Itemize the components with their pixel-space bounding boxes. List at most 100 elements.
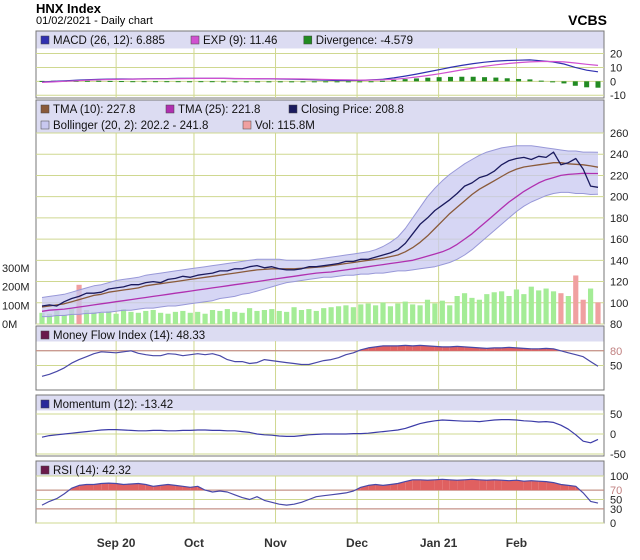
tma25-line: [41, 172, 598, 312]
volume-bar: [239, 312, 245, 324]
bollinger-lower-line: [42, 191, 599, 318]
legend-square-icon: [40, 120, 50, 130]
rsi-overbought-fill: [116, 483, 124, 491]
rsi-overbought-fill: [472, 479, 480, 491]
volume-bar: [350, 307, 356, 324]
macd-legend-label: MACD (26, 12): 6.885: [53, 35, 165, 47]
volume-bar: [469, 297, 475, 324]
volume-bar: [506, 296, 512, 324]
volume-bar: [573, 275, 579, 324]
rsi-line: [41, 478, 599, 506]
rsi-ytick-label: 50: [610, 495, 622, 507]
data-source-label: VCBS: [568, 12, 607, 28]
legend-square-icon: [40, 465, 50, 475]
volume-tick-label: 0M: [2, 319, 17, 331]
rsi-overbought-fill: [457, 479, 465, 491]
divergence-bar: [334, 81, 340, 83]
divergence-bar: [266, 81, 272, 83]
divergence-bar: [345, 81, 351, 83]
macd-ytick-label: -10: [610, 90, 626, 102]
volume-bar: [91, 311, 97, 324]
volume-bar: [358, 304, 364, 324]
rsi-overbought-fill: [531, 480, 539, 491]
volume-tick-label: 200M: [2, 282, 30, 294]
legend-square-icon: [40, 399, 50, 409]
rsi-overbought-fill: [86, 484, 94, 491]
volume-bar: [528, 286, 534, 324]
volume-bar: [550, 291, 557, 324]
divergence-bar: [221, 81, 227, 83]
rsi-overbought-fill: [108, 483, 117, 491]
tma10-line: [41, 162, 599, 308]
volume-bar: [83, 310, 90, 324]
volume-bar: [98, 312, 104, 324]
legend-square-icon: [40, 330, 50, 340]
divergence-bar: [198, 81, 204, 83]
rsi-overbought-fill: [560, 484, 569, 491]
x-tick-label: Sep 20: [97, 536, 136, 550]
price-legend-label: TMA (25): 221.8: [178, 104, 260, 116]
macd-legend-label: EXP (9): 11.46: [203, 35, 277, 47]
price-ytick-label: 100: [610, 298, 628, 310]
rsi-legend-label: RSI (14): 42.32: [53, 465, 131, 477]
rsi-overbought-fill: [138, 483, 146, 491]
momentum-panel-header: [36, 395, 604, 411]
mfi-overbought-fill: [412, 345, 421, 351]
rsi-overbought-fill: [546, 481, 554, 491]
volume-bar: [565, 296, 571, 324]
divergence-bar: [447, 76, 453, 82]
rsi-overbought-fill: [405, 479, 413, 491]
rsi-overbought-fill: [123, 484, 131, 491]
volume-bar: [172, 311, 179, 324]
rsi-overbought-fill: [79, 484, 87, 491]
volume-bar: [224, 309, 230, 324]
mfi-overbought-fill: [420, 345, 428, 351]
macd-legend-label: Divergence: -4.579: [316, 35, 413, 47]
volume-tick-label: 100M: [2, 300, 30, 312]
rsi-ytick-label: 0: [610, 518, 616, 530]
volume-bar: [120, 309, 127, 324]
price-ytick-label: 220: [610, 170, 628, 182]
volume-bar: [417, 305, 423, 324]
rsi-overbought-fill: [101, 483, 109, 491]
volume-bar: [521, 294, 527, 324]
price-legend-label: TMA (10): 227.8: [53, 104, 135, 116]
volume-bar: [321, 308, 327, 324]
momentum-panel: -50 0 50 Momentum (12): -13.42: [35, 394, 626, 461]
rsi-overbought-fill: [449, 479, 458, 491]
price-ytick-label: 260: [610, 128, 628, 140]
volume-bar: [291, 307, 297, 324]
mfi-overbought-fill: [494, 347, 502, 351]
rsi-overbought-fill: [360, 485, 369, 491]
volume-bar: [46, 313, 53, 324]
price-panel-header: [36, 100, 604, 134]
mfi-ytick-label: 80: [610, 346, 622, 358]
macd-ytick-label: 10: [610, 62, 622, 74]
divergence-bar: [391, 79, 397, 82]
price-ytick-label: 180: [610, 213, 628, 225]
rsi-overbought-fill: [509, 480, 517, 491]
divergence-bar: [323, 81, 329, 83]
divergence-bar: [561, 81, 567, 84]
mfi-overbought-fill: [397, 345, 406, 351]
volume-bar: [284, 311, 290, 324]
mfi-overbought-fill: [405, 345, 413, 351]
divergence-bar: [187, 81, 193, 83]
divergence-bar: [243, 81, 249, 83]
mfi-overbought-fill: [383, 345, 391, 351]
chart-title: HNX Index: [36, 1, 102, 16]
volume-bar: [558, 293, 564, 324]
mfi-legend-label: Money Flow Index (14): 48.33: [53, 330, 205, 342]
volume-bar: [484, 294, 490, 324]
divergence-bar: [232, 81, 238, 83]
divergence-bar: [289, 81, 295, 83]
rsi-ytick-label: 100: [610, 471, 628, 483]
volume-bar: [298, 310, 305, 324]
mfi-overbought-fill: [427, 345, 435, 351]
volume-bar: [202, 313, 208, 324]
rsi-overbought-fill: [538, 481, 547, 491]
volume-bar: [454, 296, 460, 324]
divergence-bar: [175, 81, 181, 83]
divergence-bar: [84, 80, 90, 82]
